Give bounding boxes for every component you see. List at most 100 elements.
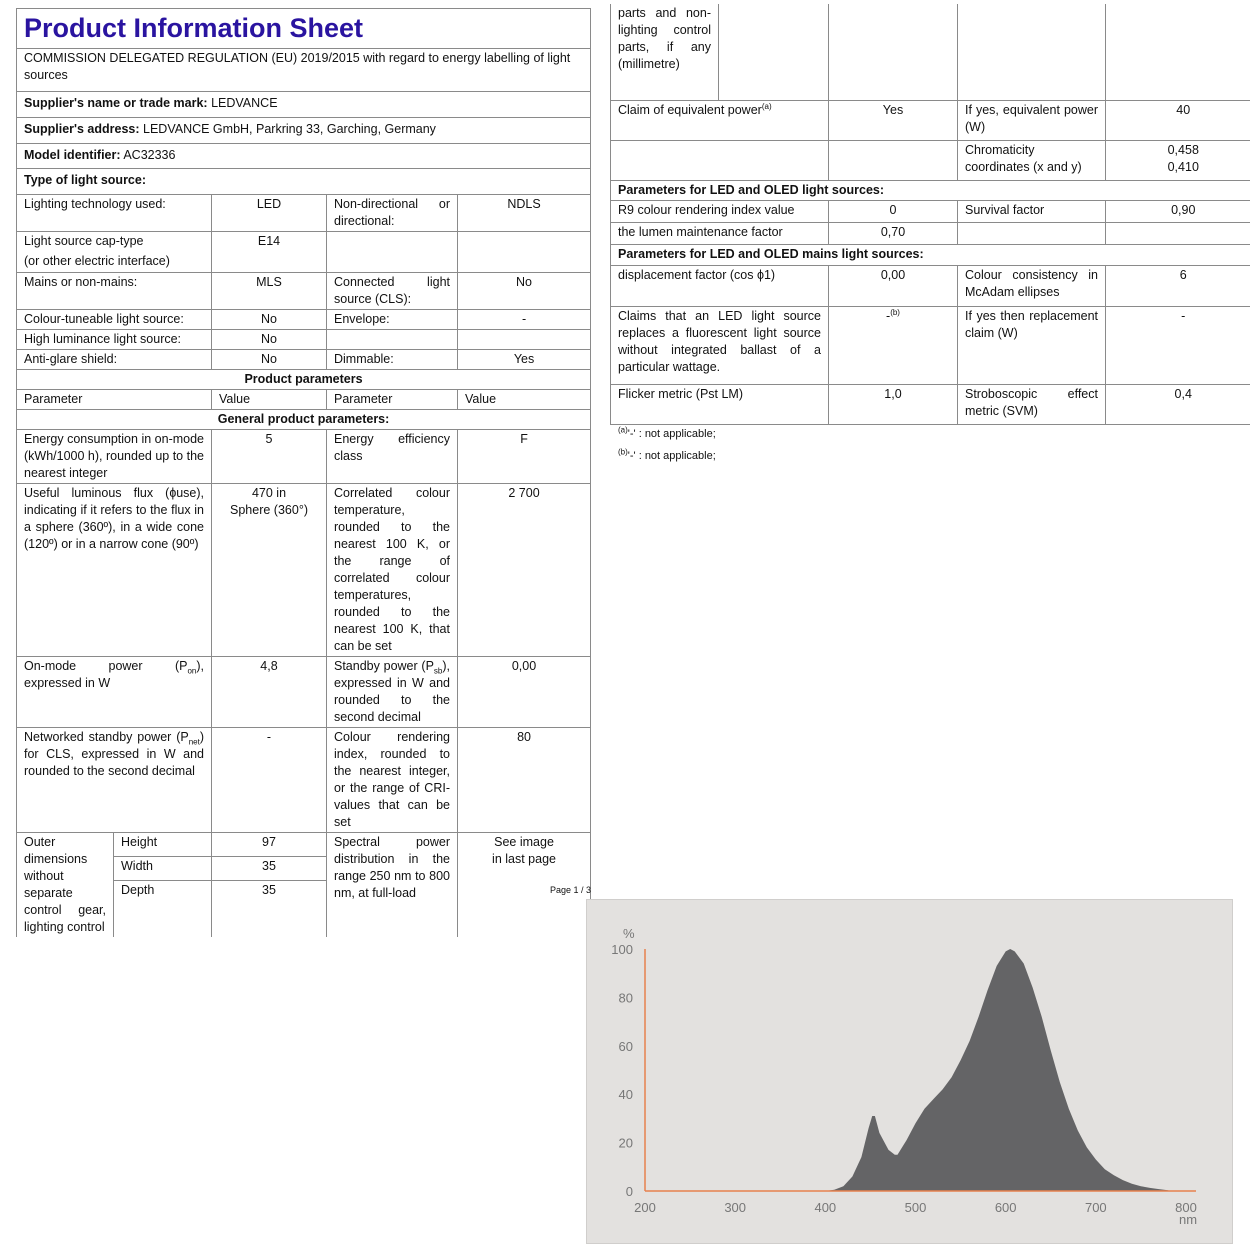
value: See image in last page [456, 832, 592, 937]
empty [1105, 4, 1250, 101]
x-tick-label: 200 [634, 1200, 656, 1215]
subscript: on [187, 666, 197, 676]
regulation-subtitle: COMMISSION DELEGATED REGULATION (EU) 201… [15, 48, 592, 92]
label: Survival factor [957, 199, 1106, 223]
empty [610, 139, 829, 181]
chart-svg: 0 20 40 60 80 100 200 300 400 500 600 700 800% nm [611, 926, 1197, 1227]
label: If yes, equivalent power (W) [957, 99, 1106, 141]
superscript: (a) [761, 101, 772, 111]
footnote-b: (b)'-' : not applicable; [618, 447, 716, 462]
value: NDLS [456, 194, 592, 232]
empty [456, 329, 592, 350]
label: Useful luminous flux (ɸuse), indicating … [16, 483, 212, 657]
value: 0,458 0,410 [1105, 139, 1250, 181]
text: Standby power (P [334, 659, 434, 673]
value: 1,0 [828, 383, 958, 425]
empty [456, 231, 592, 273]
value: LEDVANCE GmbH, Parkring 33, Garching, Ge… [143, 122, 436, 136]
label: Dimmable: [326, 349, 458, 370]
value: 2 700 [456, 483, 592, 657]
label: Energy efficiency class [326, 429, 458, 484]
value: No [211, 309, 327, 330]
text: Claim of equivalent power [618, 102, 762, 117]
label: Depth [113, 880, 212, 937]
y-tick-label: 100 [611, 942, 633, 957]
text: ) for CLS, expressed in W and rounded to… [24, 730, 204, 778]
footnote-a: (a)'-' : not applicable; [618, 426, 716, 440]
value-line: Sphere (360°) [230, 503, 308, 517]
value: 4,8 [211, 656, 327, 728]
label: Light source cap-type (or other electric … [16, 231, 212, 273]
label: High luminance light source: [16, 329, 212, 350]
section-heading: General product parameters: [15, 409, 592, 430]
label: Lighting technology used: [16, 194, 212, 232]
label: Standby power (Psb), expressed in W and … [326, 656, 458, 728]
y-axis-label: % [623, 926, 635, 941]
label-line: Light source cap-type [24, 234, 144, 248]
label: If yes then replacement claim (W) [957, 305, 1106, 385]
label: R9 colour rendering index value [610, 199, 829, 223]
label: Connected light source (CLS): [326, 272, 458, 310]
value: - [456, 309, 592, 330]
page-title: Product Information Sheet [15, 8, 592, 49]
label: Height [113, 831, 212, 858]
value: LED [211, 194, 327, 232]
label: Supplier's name or trade mark: [24, 96, 208, 110]
model-row: Model identifier: AC32336 [15, 143, 592, 169]
empty [1105, 221, 1250, 245]
value: LEDVANCE [211, 96, 278, 110]
value-line: See image [494, 835, 554, 849]
label: Energy consumption in on-mode (kWh/1000 … [16, 429, 212, 484]
page-number: Page 1 / 3 [550, 885, 592, 895]
section-heading: Parameters for LED and OLED light source… [610, 179, 1250, 201]
x-tick-label: 600 [995, 1200, 1017, 1215]
value: No [211, 349, 327, 370]
value: 470 in Sphere (360°) [211, 483, 327, 657]
x-tick-label: 800 [1175, 1200, 1197, 1215]
text: ), expressed in W [24, 659, 204, 690]
subscript: net [188, 737, 200, 747]
value: No [456, 272, 592, 310]
value: 0,4 [1105, 383, 1250, 425]
text: On-mode power (P [24, 659, 188, 673]
value-x: 0,458 [1167, 142, 1199, 157]
label: parts and non-lighting control parts, if… [610, 4, 719, 101]
text: '-' : not applicable; [627, 428, 716, 440]
label: Mains or non-mains: [16, 272, 212, 310]
empty [957, 221, 1106, 245]
supplier-name-row: Supplier's name or trade mark: LEDVANCE [15, 91, 592, 118]
text: - [886, 308, 891, 323]
value-line: 470 in [251, 486, 287, 500]
label: Colour-tuneable light source: [16, 309, 212, 330]
x-tick-label: 300 [724, 1200, 746, 1215]
subscript: sb [433, 666, 443, 676]
y-tick-label: 0 [626, 1184, 633, 1199]
label: Claims that an LED light source replaces… [610, 305, 829, 385]
value: Yes [456, 349, 592, 370]
empty [718, 4, 829, 101]
label: Width [113, 856, 212, 882]
x-tick-label: 400 [814, 1200, 836, 1215]
value: MLS [211, 272, 327, 310]
column-header: Parameter [326, 389, 458, 410]
value: 35 [211, 880, 327, 937]
value: - [1105, 305, 1250, 385]
label: displacement factor (cos ϕ1) [610, 264, 829, 307]
value: F [456, 429, 592, 484]
x-tick-label: 500 [905, 1200, 927, 1215]
value: 0,70 [828, 221, 958, 245]
label: Chromaticity coordinates (x and y) [957, 139, 1106, 181]
label: Spectral power distribution in the range… [326, 832, 458, 937]
value: E14 [211, 231, 327, 273]
label: On-mode power (Pon), expressed in W [16, 656, 212, 728]
value: 80 [456, 727, 592, 833]
superscript: (b) [890, 307, 900, 317]
label: Outer dimensions without separate contro… [16, 832, 114, 937]
label: Non-directional or directional: [326, 194, 458, 232]
empty [326, 231, 458, 273]
label-line: (or other electric interface) [24, 254, 170, 268]
value: 5 [211, 429, 327, 484]
y-tick-label: 20 [619, 1136, 633, 1151]
superscript: (b) [618, 447, 628, 457]
empty [828, 4, 958, 101]
